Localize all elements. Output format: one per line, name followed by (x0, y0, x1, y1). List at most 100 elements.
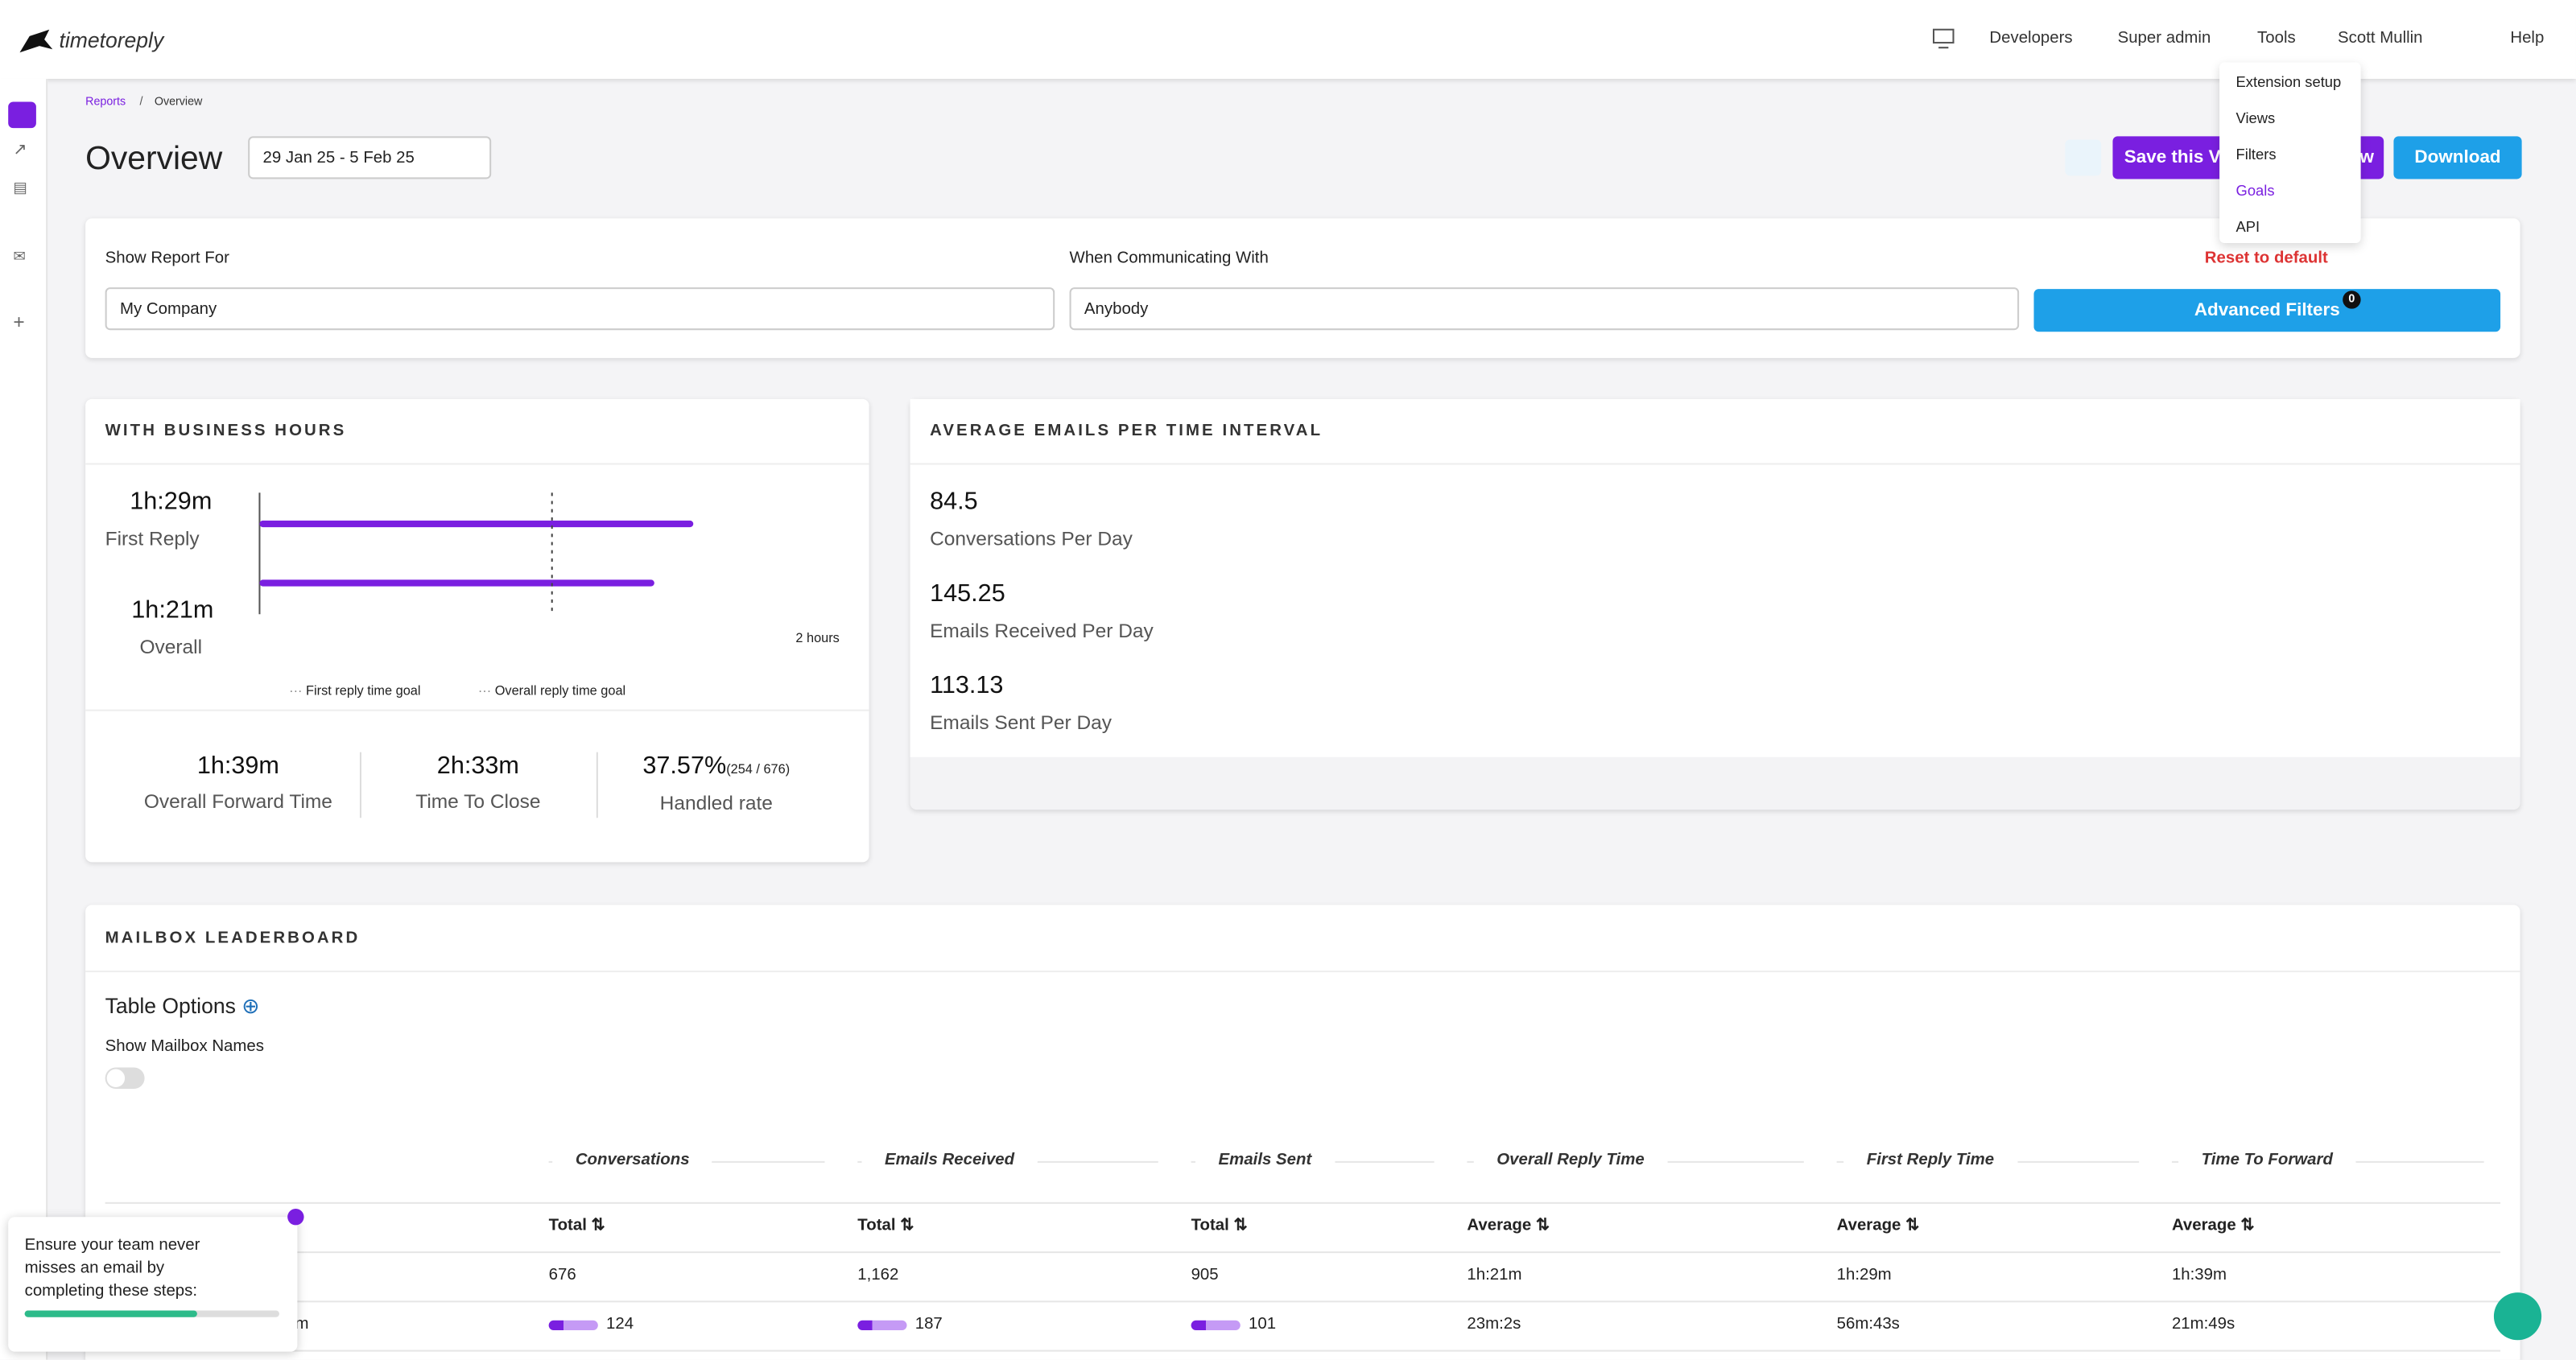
stat: 37.57%(254 / 676) Handled rate (598, 752, 835, 815)
legend-text: Overall reply time goal (494, 682, 626, 699)
page-title: Overview (85, 141, 223, 178)
table-cell: 187 (914, 1315, 943, 1334)
cell-bar (548, 1320, 598, 1331)
filter-label: When Communicating With (1069, 249, 1269, 268)
table-options-text: Table Options (105, 993, 236, 1019)
nav-item[interactable]: Super admin (2117, 29, 2211, 48)
bar-value-label: 1h:29m (130, 488, 213, 516)
table-cell: 1h:29m (1836, 1266, 1892, 1284)
share-button[interactable] (2065, 139, 2102, 176)
table-options[interactable]: Table Options ⊕ (105, 993, 260, 1019)
advanced-filters-button[interactable]: Advanced Filters 0 (2033, 289, 2501, 332)
bar-name: Overall (139, 635, 203, 659)
x-axis-label: 2 hours (795, 631, 839, 645)
chat-button[interactable] (2493, 1292, 2542, 1341)
widget-title: WITH BUSINESS HOURS (105, 422, 347, 440)
table-cell: 905 (1191, 1266, 1219, 1284)
metric-label: Emails Received Per Day (930, 619, 1154, 642)
column-header: Average ⇅ (1467, 1217, 1550, 1235)
table-cell: 1,162 (857, 1266, 899, 1284)
brand[interactable]: timetoreply (59, 27, 164, 53)
menu-item[interactable]: Extension setup (2235, 73, 2342, 91)
row-rule (105, 1251, 2501, 1254)
table-cell: 676 (548, 1266, 576, 1284)
table-cell: 21m:49s (2171, 1315, 2235, 1334)
divider (910, 463, 2520, 465)
nav-item[interactable]: Scott Mullin (2338, 29, 2423, 48)
averages-body (910, 398, 2520, 757)
date-text: 29 Jan 25 - 5 Feb 25 (262, 148, 415, 167)
column-header: Total ⇅ (857, 1217, 914, 1235)
table-cell: 101 (1249, 1315, 1277, 1334)
table-cell: 56m:43s (1836, 1315, 1900, 1334)
menu-item[interactable]: Filters (2235, 146, 2277, 163)
stat-label: Time To Close (415, 789, 541, 814)
column-header: Total ⇅ (548, 1217, 605, 1235)
row-rule (105, 1201, 2501, 1204)
widget-title: MAILBOX LEADERBOARD (105, 929, 361, 948)
column-header: Average ⇅ (2171, 1217, 2255, 1235)
stat-label: Handled rate (659, 791, 773, 815)
select-value: Anybody (1084, 299, 1149, 318)
onboarding-progress (24, 1310, 279, 1317)
nav-icons (1933, 28, 1955, 49)
report-for-select[interactable]: My Company (105, 287, 1055, 331)
metric-value: 84.5 (930, 488, 978, 516)
stat-value: 37.57% (642, 752, 727, 781)
leaderboard-card (85, 905, 2520, 1360)
group-header: Conversations (552, 1151, 713, 1170)
sidebar-icon[interactable]: ▤ (13, 179, 27, 196)
breadcrumb-sep: / (139, 97, 143, 109)
group-header: Emails Sent (1195, 1151, 1335, 1170)
stat: 1h:39m Overall Forward Time (118, 752, 358, 814)
onboarding-popup (8, 1217, 298, 1352)
sidebar-add[interactable]: + (13, 310, 25, 334)
tools-menu (2219, 62, 2361, 244)
column-header: Average ⇅ (1836, 1217, 1920, 1235)
divider (85, 971, 2520, 973)
onboarding-text: Ensure your team never misses an email b… (24, 1236, 200, 1301)
nav-item[interactable]: Developers (1989, 29, 2073, 48)
filter-label: Show Report For (105, 249, 229, 268)
sidebar-icon[interactable]: ↗ (13, 141, 27, 159)
row-rule (105, 1350, 2501, 1352)
group-header: First Reply Time (1843, 1151, 2017, 1170)
bar (259, 520, 694, 528)
legend-item: ··· First reply time goal (289, 682, 421, 699)
menu-item[interactable]: Views (2235, 109, 2276, 127)
legend-item: ··· Overall reply time goal (477, 682, 626, 699)
cell-bar (857, 1320, 907, 1331)
bar-value-label: 1h:21m (131, 596, 214, 624)
communicating-select[interactable]: Anybody (1069, 287, 2020, 331)
date-range[interactable]: 29 Jan 25 - 5 Feb 25 (248, 136, 492, 179)
download-button[interactable]: Download (2393, 136, 2522, 179)
filter-badge: 0 (2343, 291, 2361, 309)
reset-link[interactable]: Reset to default (2204, 249, 2328, 268)
nav-item[interactable]: Help (2510, 29, 2545, 48)
onboarding-dot (287, 1209, 304, 1226)
metric-label: Conversations Per Day (930, 527, 1133, 550)
menu-item[interactable]: API (2235, 218, 2260, 235)
nav-item[interactable]: Tools (2257, 29, 2296, 48)
stat-label: Overall Forward Time (143, 789, 332, 814)
business-hours-card (85, 398, 869, 863)
menu-item[interactable]: Goals (2235, 182, 2275, 199)
row-rule (105, 1300, 2501, 1303)
breadcrumb[interactable]: Reports (85, 97, 126, 109)
stat-divider (596, 752, 598, 818)
select-value: My Company (119, 299, 217, 318)
divider (85, 463, 869, 465)
metric-value: 145.25 (930, 579, 1005, 608)
breadcrumb: Overview (154, 97, 203, 109)
sidebar-home[interactable] (8, 101, 36, 129)
legend-text: First reply time goal (306, 682, 421, 699)
stat: 2h:33m Time To Close (361, 752, 595, 814)
toggle[interactable] (105, 1067, 145, 1090)
stat-value-wrap: 37.57%(254 / 676) (598, 752, 835, 782)
metric-value: 113.13 (930, 671, 1004, 700)
widget-title: AVERAGE EMAILS PER TIME INTERVAL (930, 422, 1323, 440)
sidebar-icon[interactable]: ✉ (13, 248, 26, 265)
divider (85, 709, 869, 711)
table-cell: 23m:2s (1467, 1315, 1521, 1334)
